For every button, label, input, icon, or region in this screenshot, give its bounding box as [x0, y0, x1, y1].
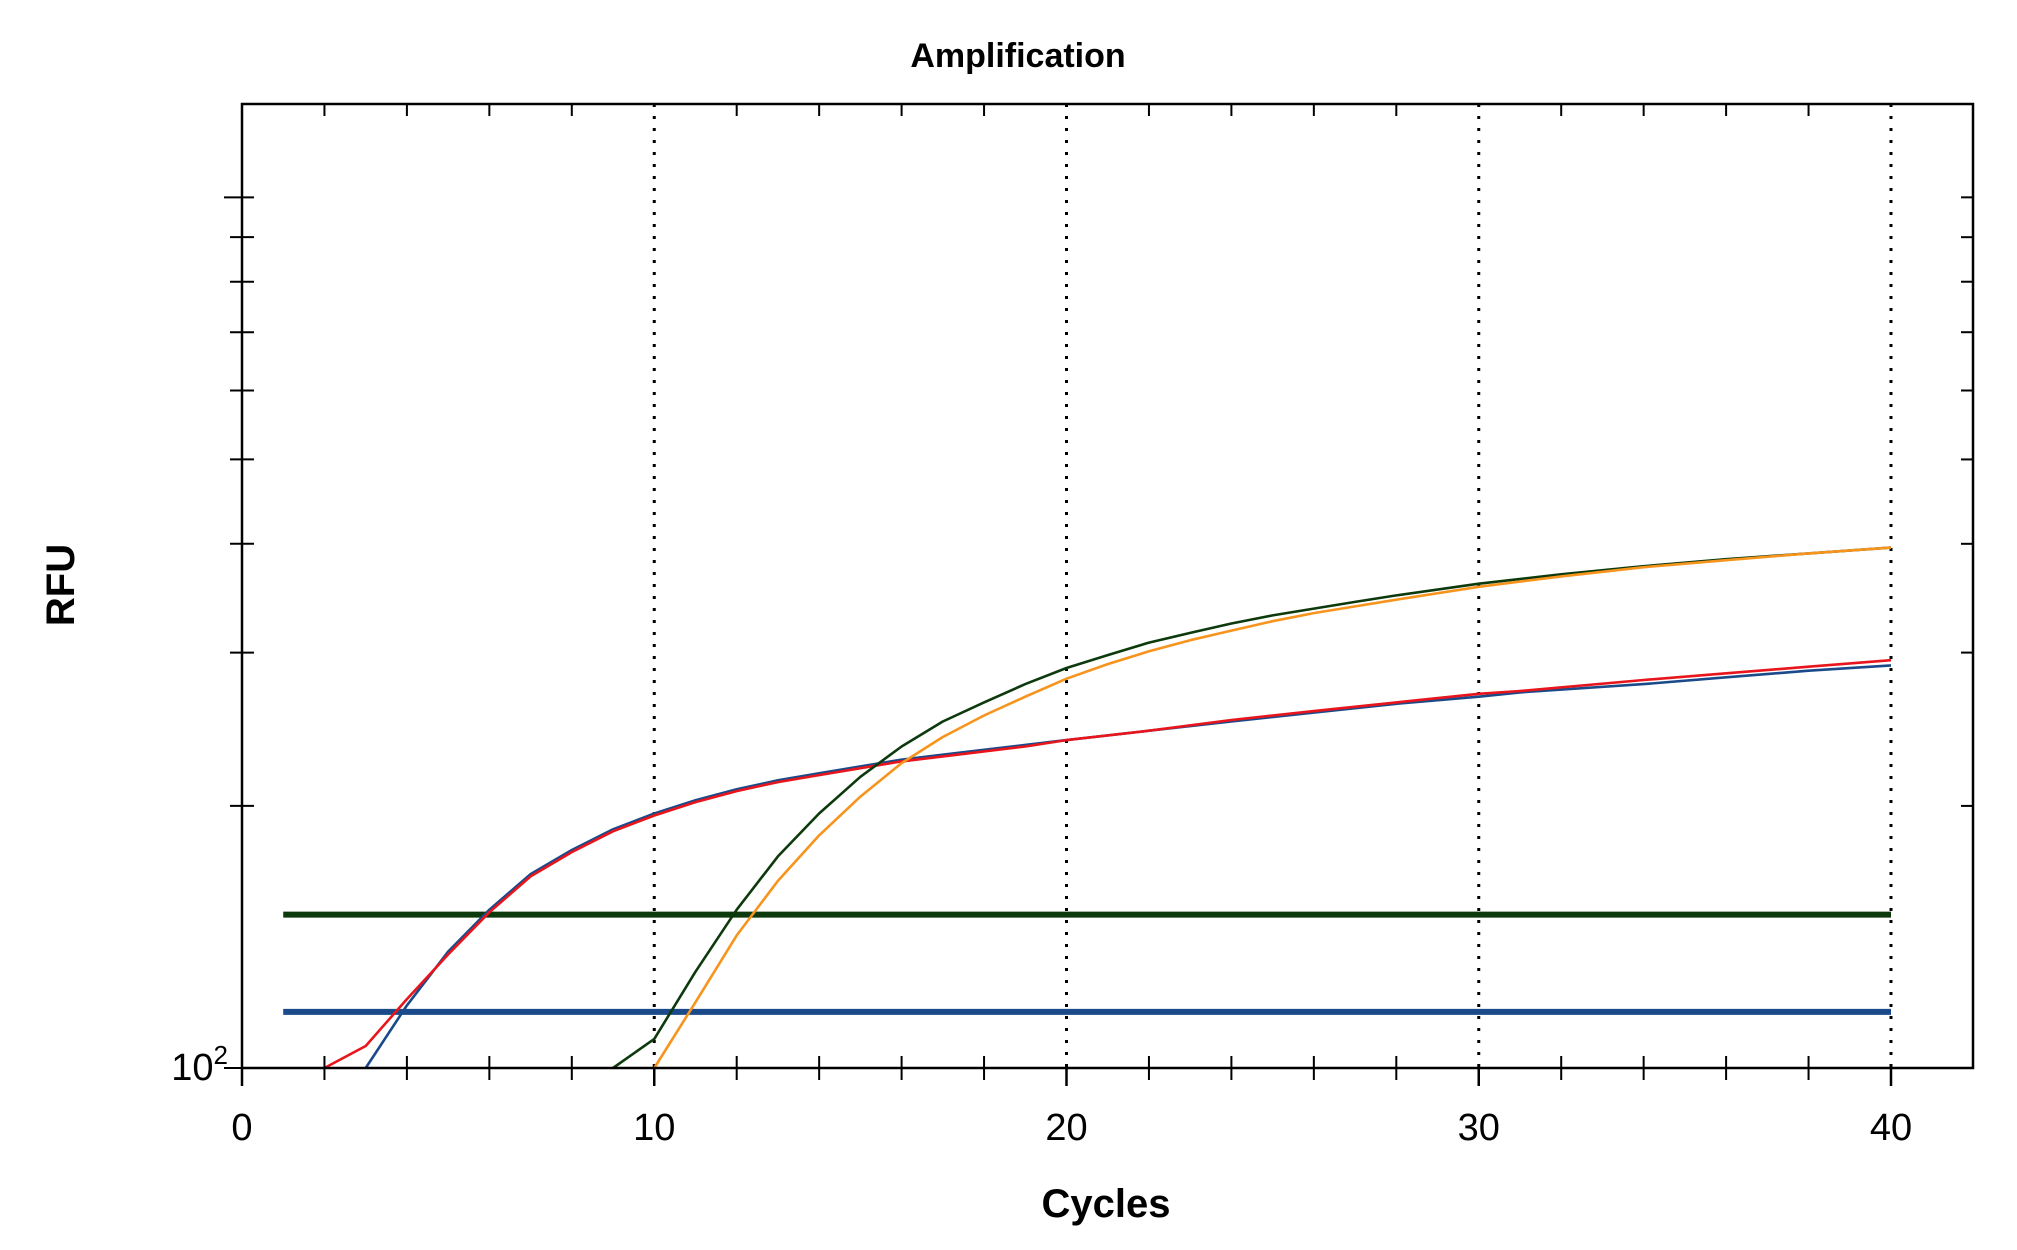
- threshold-lines: [283, 911, 1891, 1015]
- y-axis-label: RFU: [39, 544, 83, 626]
- curve-2: [323, 658, 1892, 1070]
- amplification-curves: [323, 546, 1892, 1070]
- x-tick-label-20: 20: [1045, 1107, 1087, 1149]
- chart-title: Amplification: [910, 37, 1125, 75]
- curve-1: [364, 664, 1892, 1069]
- x-tick-label-0: 0: [231, 1107, 252, 1149]
- x-tick-label-10: 10: [633, 1107, 675, 1149]
- curve-3: [612, 546, 1892, 1070]
- y-tick-label-100: 102: [171, 1040, 228, 1089]
- axis-ticks: [224, 104, 1973, 1086]
- gridlines: [652, 104, 1893, 1068]
- x-axis-label: Cycles: [1042, 1182, 1171, 1226]
- x-tick-label-30: 30: [1458, 1107, 1500, 1149]
- x-tick-label-40: 40: [1870, 1107, 1912, 1149]
- curve-4: [653, 546, 1892, 1069]
- plot-area-frame: [240, 102, 1975, 1070]
- y-tick-label-exponent: 2: [214, 1040, 228, 1070]
- y-tick-label-base: 10: [171, 1047, 213, 1089]
